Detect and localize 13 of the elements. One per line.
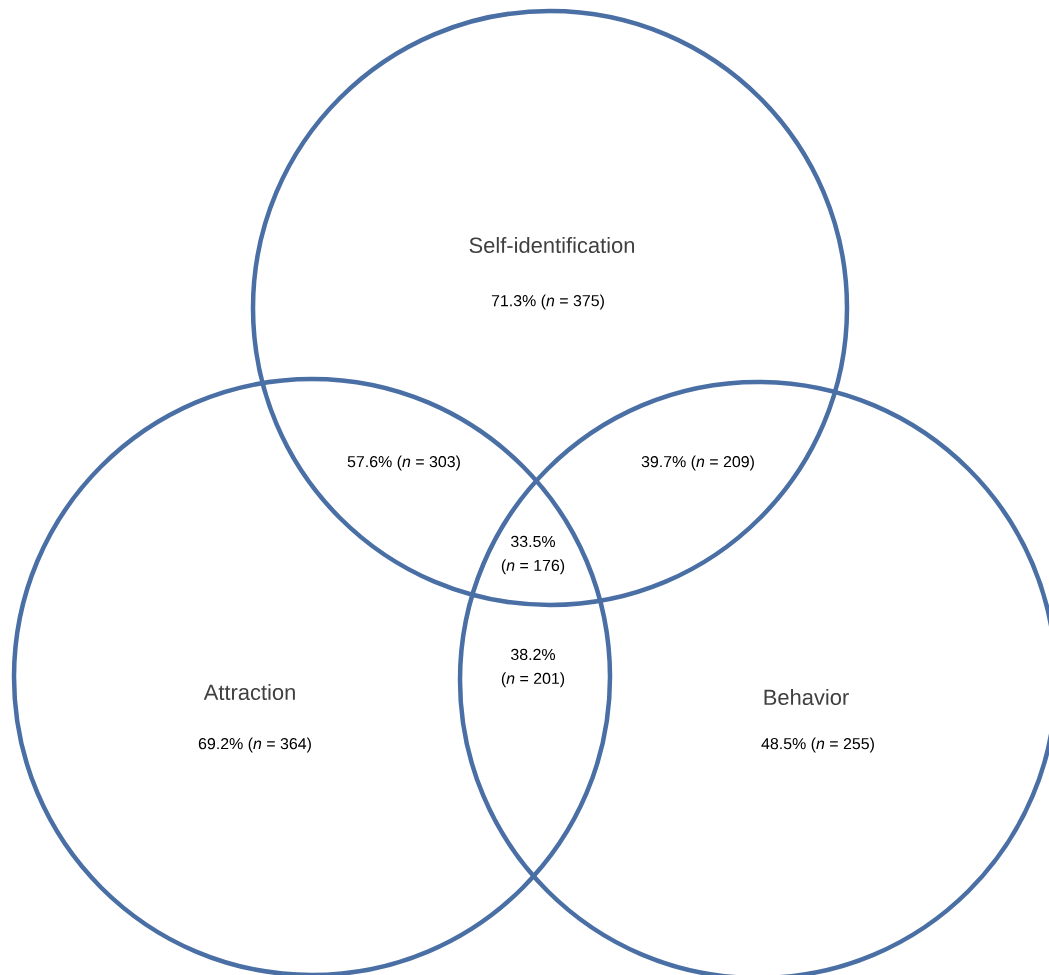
text: 39.7% (n = 209)	[641, 455, 754, 471]
data-label: 48.5	[761, 738, 792, 750]
data-label: 71.3	[491, 295, 522, 307]
text: % (n = 255)	[792, 737, 874, 753]
data-label: 69.2	[198, 738, 229, 750]
text: 38.2% (n = 201)	[501, 648, 565, 688]
text: 57.6% (n = 303)	[347, 455, 460, 471]
category-label: Behavior	[764, 688, 849, 706]
text: 33.5% (n = 176)	[501, 535, 565, 575]
category-label: Attraction	[203, 683, 295, 701]
category-label: Self-identification	[469, 236, 635, 254]
text: % (n = 375)	[522, 294, 604, 310]
text: % (n = 364)	[229, 737, 311, 753]
